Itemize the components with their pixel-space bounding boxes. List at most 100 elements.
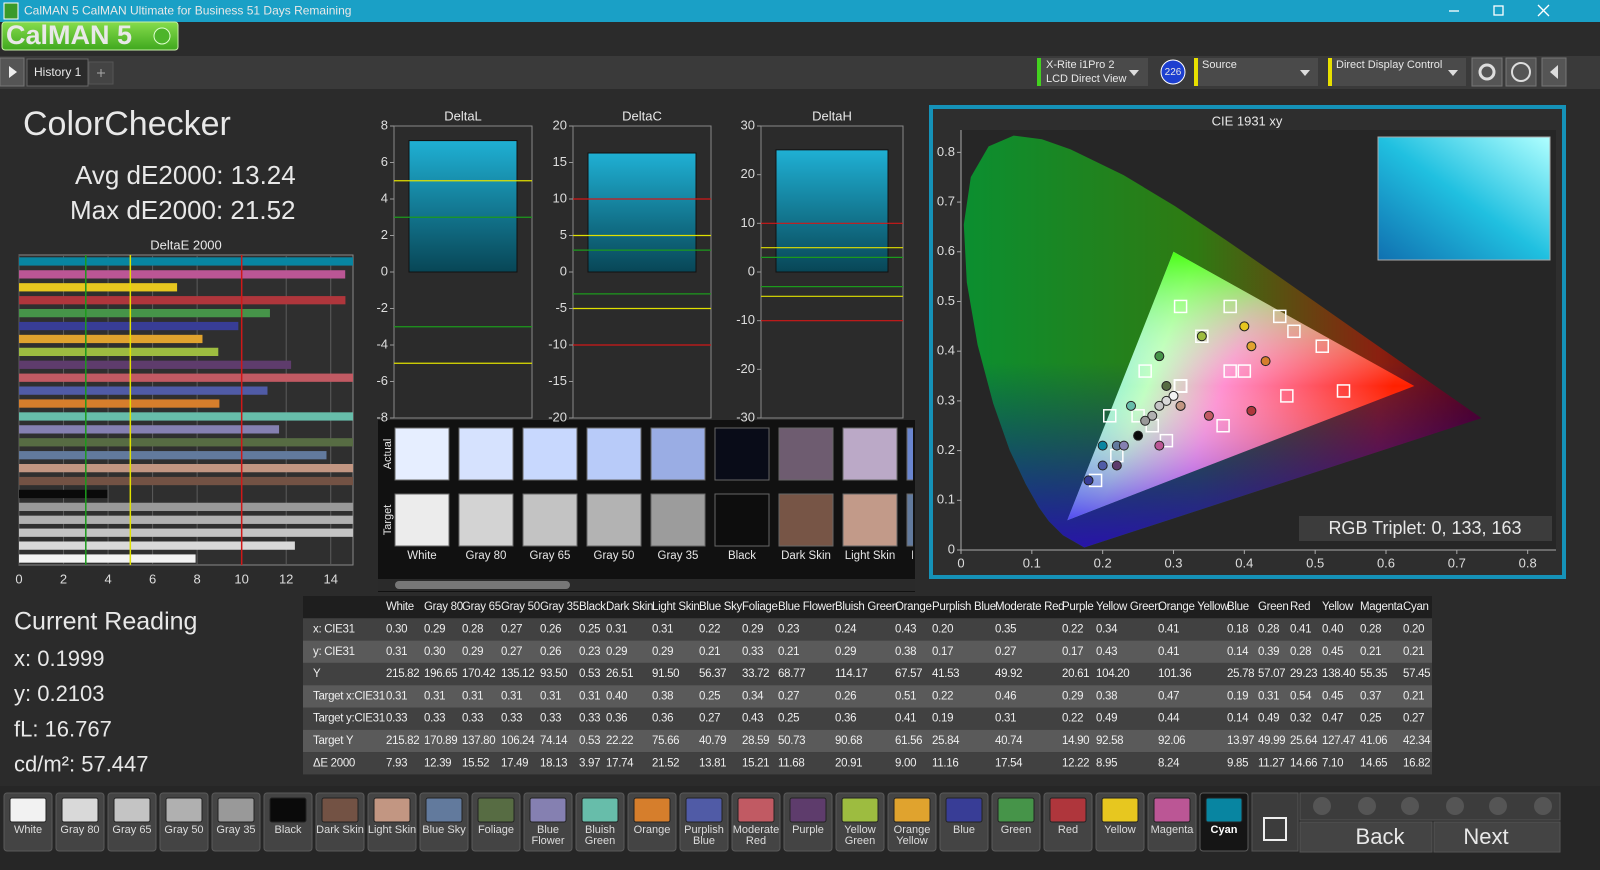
table-cell: 25.84 [932, 735, 960, 747]
patch-label-box: Green [1001, 825, 1032, 836]
target-point [1173, 379, 1188, 393]
target-point [1195, 329, 1209, 344]
table-cell: 68.77 [778, 668, 805, 680]
actual-point [1140, 415, 1151, 426]
patch-label-box: Black [275, 825, 302, 836]
column-header: Gray 35 [540, 601, 579, 613]
x-tick-label: 6 [149, 571, 156, 586]
badge[interactable] [1160, 59, 1186, 85]
play-icon [9, 66, 17, 78]
back-button[interactable] [1299, 821, 1433, 853]
x-tick-label: 2 [60, 571, 67, 586]
table-cell: 93.50 [540, 668, 567, 680]
table-cell: 74.14 [540, 735, 568, 747]
patch-color [1153, 797, 1191, 823]
table-cell: 0.34 [742, 690, 764, 702]
target-swatch [906, 493, 913, 547]
logo-menu[interactable] [153, 27, 171, 45]
table-cell: 41.53 [932, 668, 959, 680]
patch-label: Moderate Red [732, 825, 780, 847]
swatch-label: Gray 50 [594, 550, 635, 562]
patch-color [425, 797, 463, 823]
patch-label: Foliage [477, 825, 515, 836]
actual-point [1097, 460, 1108, 471]
patch-label: Light Skin [367, 825, 417, 836]
patch-color [217, 797, 255, 823]
table-cell: 0.41 [895, 713, 916, 725]
swatch-label: Light Skin [845, 550, 896, 562]
table-row [303, 729, 1432, 753]
bar [19, 412, 353, 421]
table-cell: 20.61 [1062, 668, 1089, 680]
table-cell: 8.24 [1158, 757, 1180, 769]
bars [19, 257, 353, 563]
patch-color [945, 797, 983, 823]
table-cell: 42.34 [1403, 735, 1431, 747]
table-cell: 0.31 [386, 690, 407, 702]
control-strip[interactable] [1299, 792, 1561, 821]
table-cell: 0.27 [778, 690, 799, 702]
table-cell: 0.39 [1258, 646, 1279, 658]
window-title: CalMAN 5 CalMAN Ultimate for Business 51… [24, 4, 351, 18]
target-point [1336, 384, 1351, 398]
scroll-thumb[interactable] [395, 581, 570, 589]
patch-label: Orange [633, 825, 671, 836]
table-cell: 0.31 [995, 713, 1016, 725]
table-cell: 0.26 [540, 646, 561, 658]
target-swatch [586, 493, 642, 547]
next-button[interactable] [1433, 821, 1561, 853]
y-tick-label: -10 [736, 312, 755, 327]
patch-color [165, 797, 203, 823]
table-cell: 0.21 [1360, 646, 1381, 658]
x-tick-label: 4 [104, 571, 111, 586]
window-controls[interactable] [1449, 4, 1550, 17]
table-cell: 0.49 [1258, 713, 1279, 725]
actual-point [1246, 341, 1257, 352]
y-tick-label: -10 [548, 336, 567, 351]
table-cell: 0.35 [995, 623, 1016, 635]
meter-mode: LCD Direct View [1046, 73, 1127, 85]
source-select[interactable] [1194, 58, 1318, 86]
row-label: Target [382, 505, 394, 536]
table-cell: 12.22 [1062, 757, 1089, 769]
table-row [303, 707, 1432, 730]
patch-color [269, 797, 307, 823]
column-header: Purple [1062, 601, 1093, 613]
target-point [1216, 418, 1230, 433]
table-cell: 0.33 [540, 713, 561, 725]
stop-button[interactable] [1251, 792, 1299, 852]
x-tick-label: 0.7 [1448, 555, 1466, 570]
meter-select[interactable] [1037, 58, 1148, 86]
table-cell: 0.32 [1290, 713, 1311, 725]
table-row [303, 662, 1432, 686]
logo-text: CalMAN 5 [6, 20, 132, 50]
tab-label: History 1 [34, 65, 82, 79]
bar [19, 257, 353, 266]
chart-title: DeltaL [444, 108, 482, 123]
bar [19, 270, 346, 279]
table-cell: 28.59 [742, 735, 769, 747]
settings-button[interactable] [1471, 57, 1503, 87]
swatch-label: Blue Sky [911, 550, 957, 562]
row-label: x: CIE31 [313, 623, 355, 635]
display-select[interactable] [1328, 58, 1466, 86]
table-cell: 0.20 [1403, 623, 1424, 635]
y-tick-label: 30 [741, 117, 755, 132]
control-icon [1313, 797, 1331, 815]
actual-point [1246, 405, 1257, 416]
tab[interactable] [26, 58, 89, 87]
actual-point [1154, 400, 1165, 411]
actual-point [1161, 395, 1172, 406]
patch-label: Purple [792, 825, 824, 836]
chart-title: DeltaE 2000 [150, 237, 222, 252]
table-cell: 57.45 [1403, 668, 1430, 680]
column-header: White [386, 601, 414, 613]
table-cell: 20.91 [835, 757, 862, 769]
meter-name: X-Rite i1Pro 2 [1046, 59, 1114, 71]
column-header: Gray 80 [424, 601, 463, 613]
bar [19, 334, 203, 344]
patch-label-box: Bluish Green [585, 825, 616, 847]
table-cell: 0.28 [1258, 623, 1279, 635]
patch-label-box: Cyan [1211, 825, 1238, 836]
logo[interactable] [1, 21, 179, 51]
